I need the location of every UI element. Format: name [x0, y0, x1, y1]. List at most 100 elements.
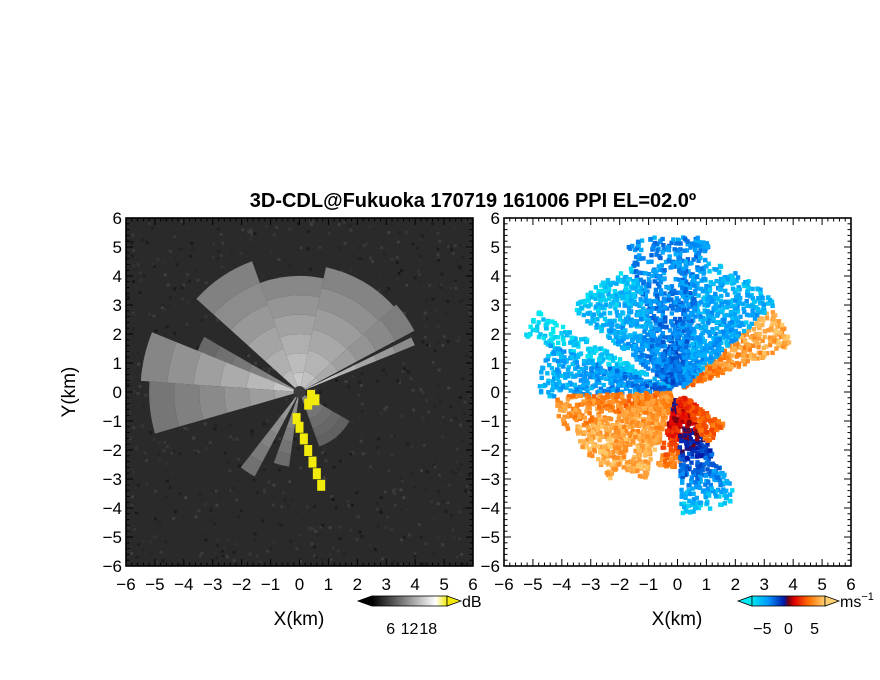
velocity-cell: [574, 360, 579, 365]
velocity-cell: [627, 442, 633, 447]
velocity-cell: [531, 317, 536, 323]
velocity-cell: [572, 382, 578, 388]
noise-speckle: [434, 309, 438, 313]
noise-speckle: [421, 391, 425, 395]
velocity-cell: [703, 357, 709, 362]
velocity-cell: [595, 302, 601, 307]
radar-site-marker: [293, 386, 306, 398]
velocity-cell: [679, 330, 685, 336]
velocity-cell: [634, 302, 640, 307]
velocity-cell: [661, 369, 666, 375]
reflectivity-x-tick-label: 1: [324, 575, 333, 594]
velocity-cell: [631, 407, 636, 413]
velocity-cell: [674, 379, 679, 385]
noise-speckle: [159, 550, 163, 554]
velocity-cell: [595, 317, 600, 322]
velocity-cell: [654, 390, 659, 396]
velocity-cell: [711, 469, 717, 474]
velocity-cell: [669, 311, 675, 316]
velocity-cell: [741, 306, 746, 311]
noise-speckle: [288, 480, 292, 484]
noise-speckle: [359, 433, 363, 437]
noise-speckle: [421, 416, 425, 420]
noise-speckle: [141, 405, 145, 409]
noise-speckle: [248, 552, 252, 556]
reflectivity-beam-segment: [266, 295, 320, 320]
noise-speckle: [337, 222, 341, 226]
velocity-cell: [700, 336, 706, 342]
velocity-cell: [660, 426, 665, 432]
noise-speckle: [216, 257, 220, 261]
velocity-cell: [637, 335, 643, 340]
velocity-cell: [708, 482, 714, 488]
noise-speckle: [390, 528, 394, 532]
velocity-cell: [699, 448, 704, 454]
velocity-cell: [693, 254, 699, 260]
velocity-cell: [598, 460, 604, 466]
velocity-cell: [661, 247, 667, 253]
noise-speckle: [338, 537, 342, 541]
velocity-cell: [632, 369, 638, 374]
velocity-cell: [546, 390, 551, 395]
noise-speckle: [318, 390, 322, 394]
velocity-cell: [635, 385, 641, 390]
noise-speckle: [395, 261, 399, 265]
velocity-cell: [708, 452, 714, 458]
velocity-cell: [704, 283, 709, 289]
velocity-cell: [658, 433, 663, 439]
noise-speckle: [458, 537, 462, 541]
velocity-cell: [637, 464, 642, 469]
velocity-cell: [688, 324, 693, 329]
velocity-cell: [555, 358, 561, 364]
noise-speckle: [458, 510, 462, 514]
noise-speckle: [401, 369, 405, 373]
velocity-cell: [573, 366, 578, 371]
velocity-cell: [737, 295, 743, 301]
velocity-cell: [676, 298, 681, 303]
reflectivity-beam-segment: [213, 282, 268, 330]
velocity-cell: [631, 423, 636, 428]
noise-speckle: [141, 238, 145, 242]
noise-speckle: [138, 290, 142, 294]
velocity-cell: [668, 355, 673, 361]
velocity-cell: [678, 397, 684, 402]
noise-speckle: [296, 447, 300, 451]
noise-speckle: [137, 543, 141, 547]
velocity-cell: [548, 343, 553, 349]
velocity-cell: [636, 270, 641, 275]
velocity-cell: [698, 286, 704, 292]
velocity-cell: [637, 390, 642, 396]
velocity-cell: [655, 412, 661, 417]
velocity-cell: [545, 371, 550, 376]
velocity-cell: [762, 334, 767, 340]
reflectivity-x-axis-label: X(km): [274, 609, 325, 630]
velocity-cell: [742, 283, 747, 289]
velocity-cell: [745, 293, 750, 298]
velocity-cell: [676, 376, 681, 381]
velocity-cell: [705, 302, 711, 308]
velocity-cell: [643, 473, 649, 479]
velocity-cell: [690, 454, 695, 459]
velocity-cell: [776, 319, 782, 324]
velocity-cell: [698, 344, 703, 349]
velocity-cell: [630, 300, 636, 305]
velocity-cell: [732, 303, 738, 309]
velocity-cell: [690, 301, 695, 306]
noise-speckle: [215, 318, 219, 322]
velocity-cell: [681, 504, 687, 510]
velocity-cell: [601, 460, 606, 465]
velocity-cell: [608, 320, 613, 325]
velocity-cell: [639, 441, 644, 446]
velocity-cell: [693, 314, 698, 319]
velocity-cell: [735, 333, 740, 339]
reflectivity-y-tick-label: 5: [113, 238, 122, 257]
noise-speckle: [402, 496, 406, 500]
velocity-cell: [769, 323, 775, 328]
velocity-cell: [735, 287, 740, 293]
velocity-cell: [631, 461, 636, 467]
velocity-cell: [697, 240, 702, 245]
velocity-cell: [689, 310, 694, 316]
noise-speckle: [300, 556, 304, 560]
velocity-cell: [667, 404, 672, 409]
velocity-cell: [593, 370, 599, 376]
